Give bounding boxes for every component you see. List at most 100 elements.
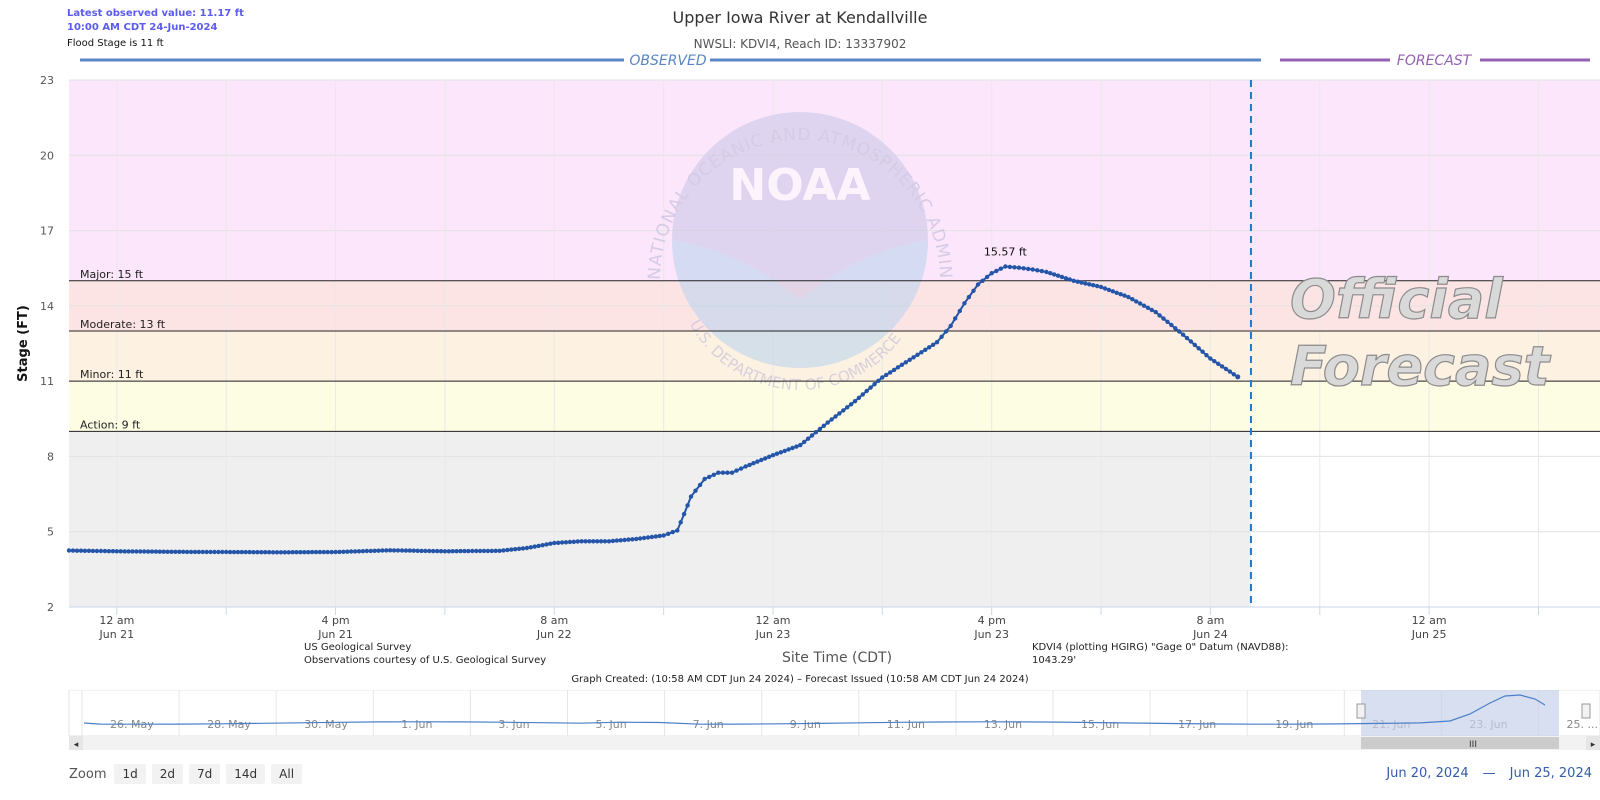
series-point (1126, 294, 1131, 300)
navigator-handle-right[interactable] (1581, 703, 1591, 719)
series-point (247, 549, 252, 555)
range-from-input[interactable]: Jun 20, 2024 (1386, 766, 1469, 781)
series-point (805, 436, 811, 441)
series-point (707, 474, 712, 480)
series-point (630, 537, 635, 542)
series-point (509, 547, 514, 552)
series-point (1110, 289, 1116, 294)
series-point (638, 536, 643, 541)
series-point (626, 537, 631, 542)
threshold-label-moderate: Moderate: 13 ft (80, 318, 166, 331)
series-point (1149, 307, 1155, 313)
series-point (200, 549, 205, 555)
scroll-left-button[interactable] (69, 736, 83, 750)
series-point (1059, 274, 1065, 280)
range-to-input[interactable]: Jun 25, 2024 (1509, 766, 1592, 781)
series-point (675, 528, 680, 533)
x-tick-sublabel: Jun 21 (99, 628, 135, 641)
series-point (1026, 266, 1031, 272)
series-point (423, 548, 428, 554)
series-point (278, 550, 284, 555)
zoom-controls: Zoom 1d 2d 7d 14d All (69, 764, 303, 784)
x-tick-sublabel: Jun 24 (1192, 628, 1228, 641)
series-point (118, 549, 123, 554)
x-tick-label: 12 am (99, 614, 134, 627)
series-point (1212, 359, 1217, 364)
series-point (1196, 346, 1201, 351)
series-point (1102, 286, 1108, 291)
series-point (74, 548, 80, 553)
series-point (548, 541, 553, 546)
zoom-14d-button[interactable]: 14d (226, 764, 266, 784)
series-point (1219, 364, 1225, 369)
threshold-label-major: Major: 15 ft (80, 268, 144, 281)
series-point (130, 549, 135, 554)
navigator-label: 28. May (207, 718, 251, 731)
series-point (181, 549, 186, 554)
series-point (1223, 366, 1229, 372)
series-point (419, 548, 424, 554)
series-point (907, 357, 912, 362)
series-point (817, 426, 823, 432)
y-tick-label: 11 (40, 375, 54, 388)
x-tick-sublabel: Jun 23 (973, 628, 1009, 641)
navigator-selection[interactable] (1361, 690, 1559, 736)
zoom-2d-button[interactable]: 2d (151, 764, 184, 784)
series-point (98, 548, 104, 554)
series-point (614, 538, 619, 543)
series-point (884, 372, 889, 378)
series-point (516, 546, 522, 551)
series-point (380, 548, 385, 553)
series-point (520, 546, 526, 551)
series-point (337, 549, 342, 555)
series-point (263, 550, 268, 555)
series-point (126, 549, 131, 554)
series-point (666, 531, 671, 536)
navigator-label: 3. Jun (498, 718, 529, 731)
series-point (251, 550, 256, 555)
series-point (864, 388, 869, 394)
series-point (774, 451, 780, 456)
series-point (1231, 372, 1237, 377)
series-point (903, 360, 908, 365)
navigator-scrollbar-thumb[interactable] (1361, 737, 1559, 749)
series-point (653, 534, 658, 539)
series-point (524, 545, 530, 551)
series-point (747, 462, 752, 468)
x-tick-label: 12 am (1412, 614, 1447, 627)
datum-line2: 1043.29' (1032, 655, 1077, 666)
series-point (403, 548, 409, 553)
y-tick-label: 23 (40, 74, 54, 87)
series-point (224, 549, 229, 555)
navigator-label: 13. Jun (984, 718, 1022, 731)
x-tick-label: 12 am (756, 614, 791, 627)
series-point (1012, 265, 1017, 270)
series-point (860, 392, 865, 397)
series-point (106, 549, 112, 554)
series-point (540, 543, 545, 548)
zoom-all-button[interactable]: All (271, 764, 303, 784)
forecast-header-bg (1390, 50, 1480, 68)
series-point (891, 367, 897, 373)
series-point (231, 549, 237, 555)
series-point (270, 550, 276, 555)
x-tick-sublabel: Jun 23 (755, 628, 791, 641)
series-point (1118, 292, 1123, 297)
series-point (450, 549, 455, 554)
observed-series (66, 264, 1241, 555)
zoom-1d-button[interactable]: 1d (114, 764, 146, 784)
series-point (306, 550, 311, 555)
series-point (984, 274, 990, 280)
series-point (1141, 303, 1147, 308)
series-point (1079, 280, 1084, 285)
range-navigator[interactable]: 26. May 28. May 30. May 1. Jun 3. Jun 5. Jun 7… (0, 690, 1600, 752)
series-point (309, 549, 315, 555)
navigator-handle-left[interactable] (1356, 703, 1366, 719)
navigator-scrollbar[interactable] (69, 736, 1600, 750)
series-point (462, 548, 467, 554)
scroll-right-button[interactable] (1586, 736, 1600, 750)
series-point (142, 549, 147, 554)
credit-line1: US Geological Survey (304, 642, 412, 653)
series-point (778, 450, 783, 455)
zoom-7d-button[interactable]: 7d (189, 764, 221, 784)
